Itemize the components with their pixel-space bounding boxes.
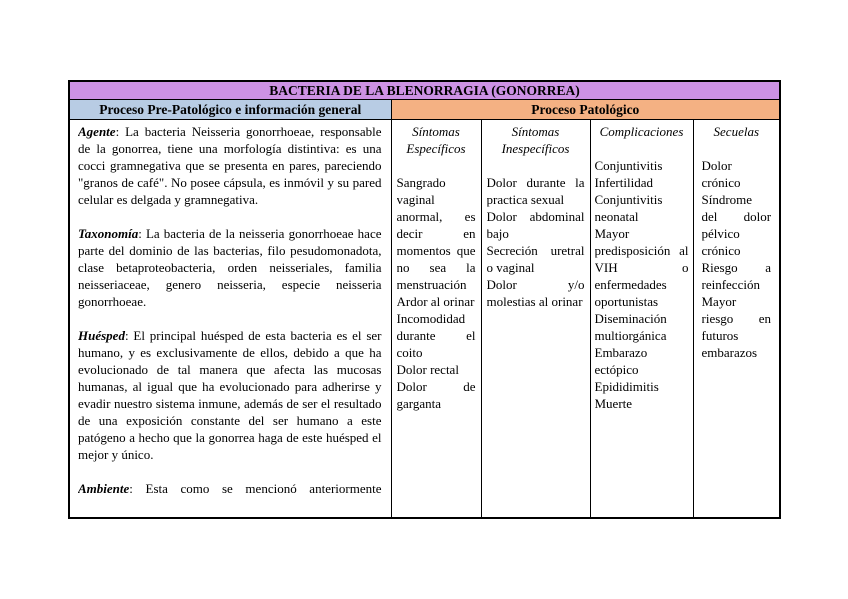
symptom-item: Sangrado vaginal anormal, es decir en mo…: [396, 175, 476, 292]
sequelae-content: Secuelas Dolor crónico Síndrome del dolo…: [702, 123, 772, 514]
complication-item: Conjuntivitis: [594, 158, 663, 173]
column-header-complicaciones: Complicaciones: [599, 124, 684, 139]
term-taxonomia: Taxonomía: [78, 226, 139, 241]
general-info-cell: Agente: La bacteria Neisseria gonorrhoea…: [68, 119, 392, 519]
symptom-item: Dolor abdominal bajo: [486, 209, 585, 241]
paragraph-huesped: Huésped: El principal huésped de esta ba…: [78, 327, 382, 463]
text-agente: : La bacteria Neisseria gonorrhoeae, res…: [78, 124, 382, 207]
sequela-item: Síndrome del dolor pélvico crónico: [701, 192, 772, 258]
sequela-item: Dolor crónico: [701, 158, 741, 190]
column-header-sintomas-especificos: Síntomas Específicos: [406, 124, 466, 156]
column-header-secuelas: Secuelas: [713, 124, 760, 139]
sequela-item: Riesgo a reinfección: [701, 260, 772, 292]
complication-item: Epididimitis: [594, 379, 659, 394]
title-row: BACTERIA DE LA BLENORRAGIA (GONORREA): [68, 80, 781, 100]
symptom-item: Secreción uretral o vaginal: [486, 243, 585, 275]
sequelae-cell: Secuelas Dolor crónico Síndrome del dolo…: [692, 119, 781, 519]
term-ambiente: Ambiente: [78, 481, 130, 496]
section-header-patologico: Proceso Patológico: [390, 99, 781, 120]
complications-cell: Complicaciones Conjuntivitis Infertilida…: [589, 119, 694, 519]
complications-content: Complicaciones Conjuntivitis Infertilida…: [595, 123, 689, 514]
section-header-pre-patologico: Proceso Pre-Patológico e información gen…: [68, 99, 392, 120]
complication-item: Embarazo ectópico: [594, 345, 648, 377]
specific-symptoms-content: Síntomas Específicos Sangrado vaginal an…: [397, 123, 476, 514]
paragraph-taxonomia: Taxonomía: La bacteria de la neisseria g…: [78, 225, 382, 310]
text-taxonomia: : La bacteria de la neisseria gonorrhoea…: [78, 226, 382, 309]
complication-item: Infertilidad: [594, 175, 653, 190]
text-ambiente: : Esta como se mencionó anteriormente: [129, 481, 382, 496]
symptom-item: Ardor al orinar: [396, 294, 475, 309]
content-row: Agente: La bacteria Neisseria gonorrhoea…: [68, 119, 781, 519]
complication-item: Mayor predisposición al VIH o enfermedad…: [594, 226, 689, 309]
general-info-content: Agente: La bacteria Neisseria gonorrhoea…: [78, 123, 382, 514]
complication-item: Diseminación multiorgánica: [594, 311, 667, 343]
unspecific-symptoms-content: Síntomas Inespecíficos Dolor durante la …: [487, 123, 585, 514]
complication-item: Muerte: [594, 396, 633, 411]
complication-item: Conjuntivitis neonatal: [594, 192, 663, 224]
symptom-item: Dolor durante la practica sexual: [486, 175, 585, 207]
text-huesped: : El principal huésped de esta bacteria …: [78, 328, 382, 462]
section-header-row: Proceso Pre-Patológico e información gen…: [68, 99, 781, 120]
term-agente: Agente: [78, 124, 116, 139]
sequela-item: Mayor riesgo en futuros embarazos: [701, 294, 772, 360]
unspecific-symptoms-cell: Síntomas Inespecíficos Dolor durante la …: [480, 119, 591, 519]
symptom-item: Incomodidad durante el coito: [396, 311, 476, 360]
term-huesped: Huésped: [78, 328, 125, 343]
symptom-item: Dolor y/o molestias al orinar: [486, 277, 585, 309]
table-title: BACTERIA DE LA BLENORRAGIA (GONORREA): [68, 80, 781, 100]
paragraph-ambiente: Ambiente: Esta como se mencionó anterior…: [78, 480, 382, 497]
paragraph-agente: Agente: La bacteria Neisseria gonorrhoea…: [78, 123, 382, 208]
specific-symptoms-cell: Síntomas Específicos Sangrado vaginal an…: [390, 119, 482, 519]
symptom-item: Dolor de garganta: [396, 379, 476, 411]
gonorrhea-info-table: BACTERIA DE LA BLENORRAGIA (GONORREA) Pr…: [68, 80, 782, 519]
column-header-sintomas-inespecificos: Síntomas Inespecíficos: [501, 124, 570, 156]
symptom-item: Dolor rectal: [396, 362, 459, 377]
